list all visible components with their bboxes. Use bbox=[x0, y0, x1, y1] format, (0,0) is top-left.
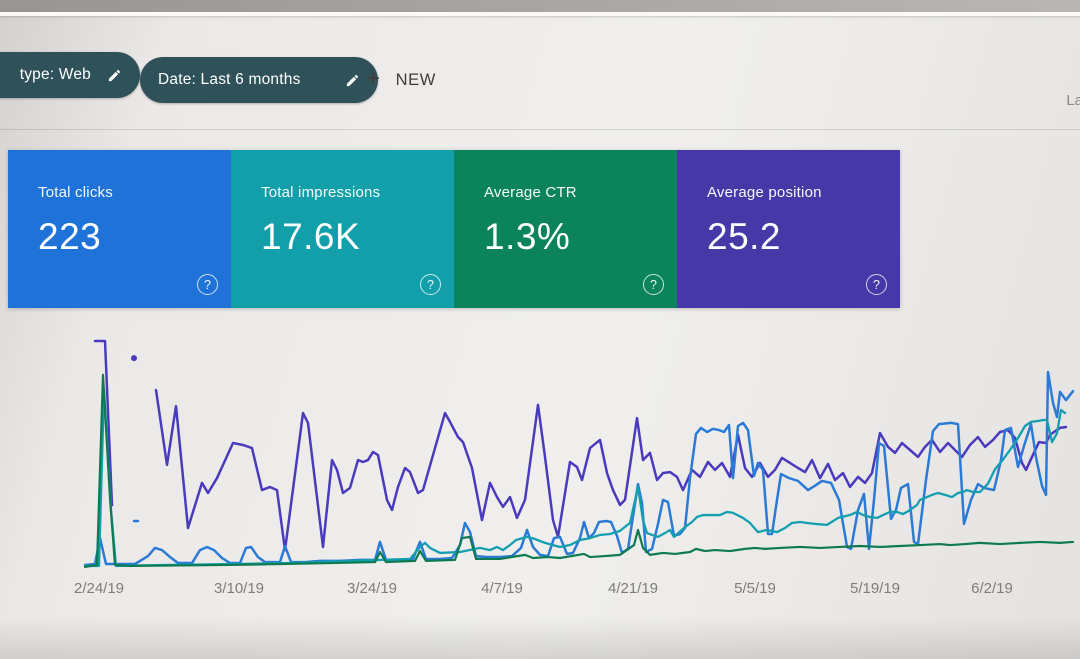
position-point-marker bbox=[131, 355, 137, 362]
help-circle-icon[interactable]: ? bbox=[420, 274, 441, 295]
ctr-line bbox=[85, 375, 1073, 567]
bottom-shade bbox=[0, 617, 1080, 659]
new-filter-button-label: NEW bbox=[395, 70, 436, 89]
card-value: 1.3% bbox=[484, 216, 571, 257]
x-tick-label: 3/10/19 bbox=[213, 580, 265, 597]
filter-chip-search-type-label: type: Web bbox=[19, 66, 91, 83]
pencil-icon[interactable] bbox=[345, 73, 360, 88]
card-value: 17.6K bbox=[261, 216, 361, 257]
card-value: 25.2 bbox=[707, 216, 782, 257]
card-label: Average position bbox=[707, 184, 822, 201]
help-circle-icon[interactable]: ? bbox=[643, 274, 664, 295]
help-circle-icon[interactable]: ? bbox=[866, 274, 887, 295]
plus-icon: + bbox=[366, 65, 381, 92]
filter-chip-date-range[interactable]: Date: Last 6 months bbox=[140, 57, 378, 103]
clicks-line bbox=[85, 372, 1073, 565]
x-tick-label: 4/21/19 bbox=[607, 580, 659, 597]
x-tick-label: 4/7/19 bbox=[481, 580, 523, 597]
x-axis-ticks: 2/24/19 3/10/19 3/24/19 4/7/19 4/21/19 5/5/19… bbox=[74, 580, 1080, 600]
card-label: Total clicks bbox=[38, 184, 113, 201]
performance-chart[interactable] bbox=[80, 330, 1080, 570]
performance-chart-svg bbox=[80, 330, 1080, 570]
x-tick-label: 3/24/19 bbox=[346, 580, 398, 597]
help-circle-icon[interactable]: ? bbox=[197, 274, 218, 295]
card-average-position[interactable]: Average position 25.2 ? bbox=[677, 150, 900, 308]
card-total-impressions[interactable]: Total impressions 17.6K ? bbox=[231, 150, 454, 308]
filter-chip-search-type[interactable]: type: Web bbox=[0, 52, 140, 98]
card-average-ctr[interactable]: Average CTR 1.3% ? bbox=[454, 150, 677, 308]
truncated-right-text: La bbox=[1066, 92, 1080, 109]
x-tick-label: 6/2/19 bbox=[971, 580, 1013, 597]
summary-cards-row: Total clicks 223 ? Total impressions 17.… bbox=[8, 150, 900, 308]
x-tick-label: 5/5/19 bbox=[734, 580, 776, 597]
card-label: Total impressions bbox=[261, 184, 381, 201]
card-label: Average CTR bbox=[484, 184, 577, 201]
impressions-line bbox=[85, 390, 1065, 566]
x-tick-label: 2/24/19 bbox=[73, 580, 125, 597]
screen-edge-highlight bbox=[0, 12, 1080, 16]
screen-top-bezel bbox=[0, 0, 1080, 12]
position-line bbox=[95, 341, 112, 505]
new-filter-button[interactable]: + NEW bbox=[366, 65, 436, 92]
pencil-icon[interactable] bbox=[107, 68, 122, 83]
card-total-clicks[interactable]: Total clicks 223 ? bbox=[8, 150, 231, 308]
x-tick-label: 5/19/19 bbox=[849, 580, 901, 597]
filter-chip-date-range-label: Date: Last 6 months bbox=[158, 71, 301, 88]
header-divider bbox=[0, 129, 1080, 130]
position-line bbox=[156, 390, 1066, 550]
card-value: 223 bbox=[38, 216, 102, 257]
search-console-performance-page: type: Web Date: Last 6 months + NEW La T… bbox=[0, 16, 1080, 659]
